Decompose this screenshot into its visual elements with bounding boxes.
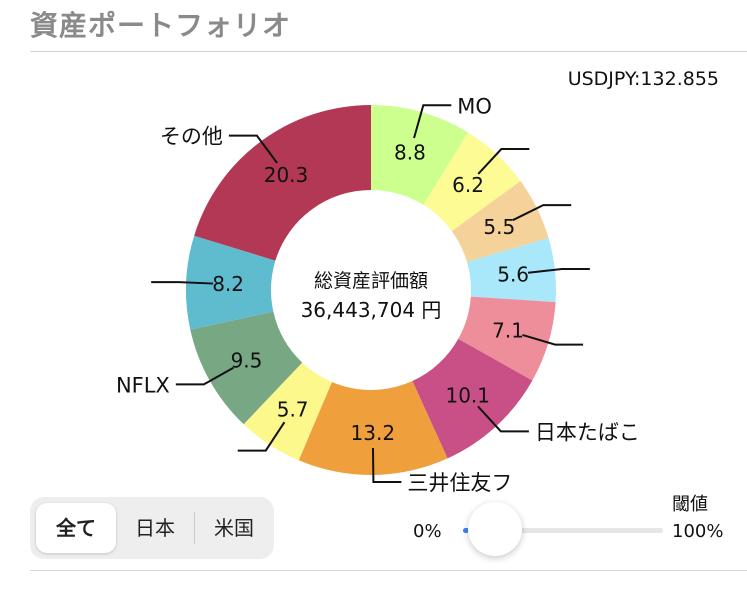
value-label-10: 20.3 xyxy=(264,163,309,187)
slice-2 xyxy=(451,180,549,262)
slice-name-10: その他 xyxy=(160,125,223,149)
filter-divider xyxy=(194,512,195,544)
threshold-slider-knob[interactable] xyxy=(468,502,522,556)
donut-chart: 8.8 6.2 5.5 5.6 7.1 10.1 13.2 5.7 9.5 8.2 20.3 MO 日… xyxy=(116,94,640,495)
value-label-3: 5.6 xyxy=(497,262,529,286)
slice-name-5: 日本たばこ xyxy=(535,420,640,444)
exchange-rate: USDJPY:132.855 xyxy=(567,68,719,90)
leader-line-9 xyxy=(151,281,214,285)
leader-line-1 xyxy=(477,148,530,175)
threshold-label: 閾値 xyxy=(672,494,708,515)
slice-3 xyxy=(466,237,556,303)
threshold-max-label: 100% xyxy=(672,521,724,542)
slice-5 xyxy=(412,338,533,459)
value-label-6: 13.2 xyxy=(351,421,396,445)
slice-10 xyxy=(194,105,371,261)
slice-9 xyxy=(186,235,276,330)
slice-4 xyxy=(458,296,556,381)
leader-line-6 xyxy=(371,447,402,483)
leader-line-2 xyxy=(512,204,572,222)
leader-line-0 xyxy=(413,104,452,139)
slice-6 xyxy=(298,381,448,475)
leader-line-10 xyxy=(228,134,278,164)
threshold-fill xyxy=(463,528,469,533)
slice-1 xyxy=(423,132,521,232)
value-label-8: 9.5 xyxy=(231,348,263,372)
slice-0 xyxy=(371,105,468,205)
total-value: 36,443,704 円 xyxy=(300,298,442,322)
value-label-7: 5.7 xyxy=(277,398,309,422)
value-label-1: 6.2 xyxy=(452,173,484,197)
leader-line-7 xyxy=(237,421,286,452)
leader-line-4 xyxy=(522,333,584,346)
total-label: 総資産評価額 xyxy=(313,270,428,292)
market-filter: 全て 日本 米国 xyxy=(30,497,274,559)
filter-japan[interactable]: 日本 xyxy=(135,516,175,540)
donut-hole xyxy=(285,204,457,376)
slice-7 xyxy=(243,362,332,461)
slice-name-0: MO xyxy=(457,94,492,118)
value-label-0: 8.8 xyxy=(394,140,426,164)
leader-line-8 xyxy=(175,366,234,386)
slice-name-8: NFLX xyxy=(116,373,170,397)
value-label-4: 7.1 xyxy=(492,319,524,343)
title-divider xyxy=(30,51,747,52)
value-label-5: 10.1 xyxy=(445,383,490,407)
threshold-min-label: 0% xyxy=(413,521,442,542)
filter-all[interactable]: 全て xyxy=(36,503,116,553)
value-label-9: 8.2 xyxy=(212,272,244,296)
slice-8 xyxy=(190,311,303,425)
threshold-track[interactable] xyxy=(463,528,663,533)
leader-line-3 xyxy=(527,267,590,274)
slice-name-6: 三井住友フ xyxy=(407,471,512,495)
page-title: 資産ポートフォリオ xyxy=(30,9,292,42)
leader-line-5 xyxy=(477,405,529,433)
value-label-2: 5.5 xyxy=(483,215,515,239)
bottom-divider xyxy=(30,570,747,571)
filter-us[interactable]: 米国 xyxy=(214,516,254,540)
